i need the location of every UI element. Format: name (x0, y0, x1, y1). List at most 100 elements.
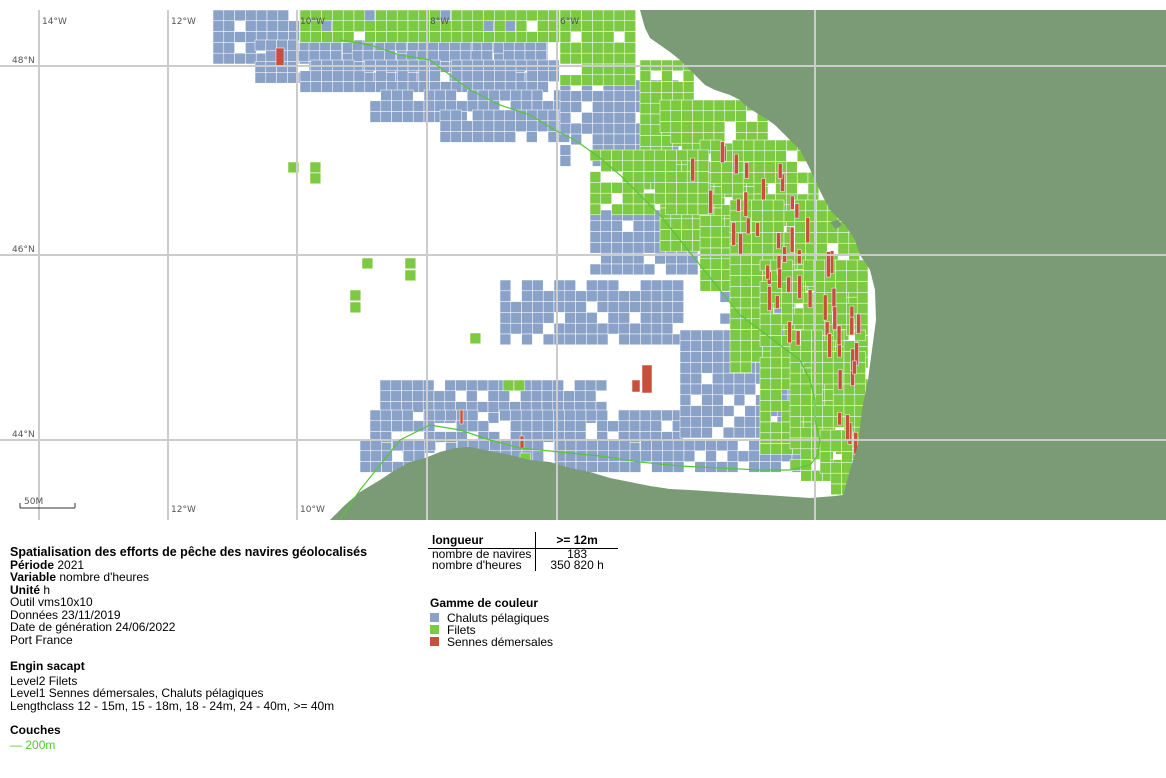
stats-value-navires: 183 (535, 548, 618, 560)
chaluts-cell (487, 412, 500, 424)
chaluts-cell (701, 405, 713, 417)
filets-cell (759, 367, 772, 380)
chaluts-cell (596, 322, 609, 335)
chaluts-cell (629, 301, 641, 313)
chaluts-cell (494, 70, 506, 82)
filets-cell (581, 9, 593, 22)
filets-cell (800, 426, 812, 439)
chaluts-cell (607, 420, 619, 432)
chaluts-cell (537, 70, 549, 82)
unite-line: Unité h (10, 583, 367, 597)
chaluts-cell (733, 394, 746, 406)
chaluts-cell (504, 109, 516, 122)
filets-cell (856, 270, 869, 282)
chaluts-cell (412, 100, 425, 112)
chaluts-cell (255, 20, 268, 32)
filets-cell (659, 218, 672, 230)
periode-label: Période (10, 557, 55, 572)
chaluts-cell (683, 450, 696, 462)
chaluts-cell (640, 290, 652, 302)
chaluts-cell (726, 450, 739, 462)
chaluts-cell (521, 301, 533, 313)
filets-cell (762, 232, 774, 244)
chaluts-cell (532, 450, 544, 462)
chaluts-cell (542, 420, 554, 432)
filets-cell (786, 172, 798, 184)
chaluts-cell (719, 312, 732, 325)
filets-cell (740, 340, 752, 352)
filets-cell (624, 52, 636, 65)
filets-cell (732, 182, 744, 195)
chaluts-cell (600, 209, 612, 222)
chaluts-cell (701, 394, 713, 406)
filets-cell (710, 269, 722, 281)
filets-cell (515, 9, 528, 22)
filets-cell (570, 74, 582, 86)
filets-cell (681, 121, 693, 133)
filets-cell (504, 9, 517, 22)
chaluts-cell (542, 333, 555, 346)
filets-cell (699, 280, 712, 292)
chaluts-cell (624, 112, 636, 124)
fishing-effort-map[interactable]: 14°W 12°W 10°W 8°W 6°W 12°W 10°W 48°N 46… (0, 0, 1166, 520)
filets-cell (513, 379, 526, 392)
filets-cell (581, 31, 593, 43)
chaluts-cell (607, 290, 620, 302)
filets-cell (502, 379, 515, 392)
chaluts-cell (552, 379, 564, 392)
chaluts-cell (661, 279, 674, 292)
filets-cell (613, 74, 626, 86)
filets-cell (589, 171, 602, 183)
filets-cell (770, 389, 782, 401)
chaluts-cell (564, 439, 577, 452)
filets-cell (659, 99, 672, 112)
filets-cell (581, 52, 593, 65)
fishing-effort-cells (212, 9, 926, 496)
chaluts-cell (640, 312, 652, 324)
chaluts-cell (520, 409, 533, 422)
filets-cell (783, 210, 796, 222)
color-legend: Gamme de couleur Chaluts pélagiques File… (430, 597, 553, 648)
chaluts-cell (321, 81, 333, 93)
chaluts-cell (369, 111, 382, 123)
chaluts-cell (499, 312, 512, 324)
chaluts-cell (234, 9, 246, 22)
filets-cell (665, 182, 677, 194)
chaluts-cell (574, 420, 587, 432)
chaluts-cell (596, 279, 609, 292)
chaluts-cell (541, 379, 554, 392)
lon-label-8w: 8°W (430, 17, 449, 27)
filets-cell (639, 70, 652, 82)
chaluts-cell (712, 394, 724, 406)
chaluts-cell (401, 390, 413, 402)
filets-cell (796, 172, 809, 184)
filets-cell (650, 135, 662, 147)
filets-cell (786, 161, 798, 173)
chaluts-cell (499, 279, 512, 292)
chaluts-cell (553, 420, 565, 432)
chaluts-cell (531, 420, 544, 432)
sennes-cell (826, 251, 831, 278)
filets-cell (494, 31, 506, 43)
filets-cell (461, 31, 474, 43)
spain-landmass (330, 447, 860, 520)
chaluts-cell (618, 333, 630, 346)
chaluts-cell (611, 242, 623, 254)
chaluts-cell (391, 100, 403, 112)
filets-cell (759, 421, 772, 434)
chaluts-cell (618, 439, 631, 452)
sennes-cell (805, 216, 811, 244)
chaluts-cell (499, 89, 511, 102)
chaluts-cell (570, 101, 582, 113)
chaluts-cell (212, 31, 225, 43)
filets-cell (632, 171, 645, 183)
chaluts-cell (223, 20, 235, 32)
isobath-label: 200m (25, 737, 56, 752)
filets-cell (483, 9, 495, 22)
france-landmass (640, 10, 1166, 520)
chaluts-cell (412, 420, 425, 432)
chaluts-cell (276, 72, 288, 84)
chaluts-cell (461, 70, 474, 82)
filets-cell (770, 356, 782, 369)
filets-cell (830, 440, 842, 452)
